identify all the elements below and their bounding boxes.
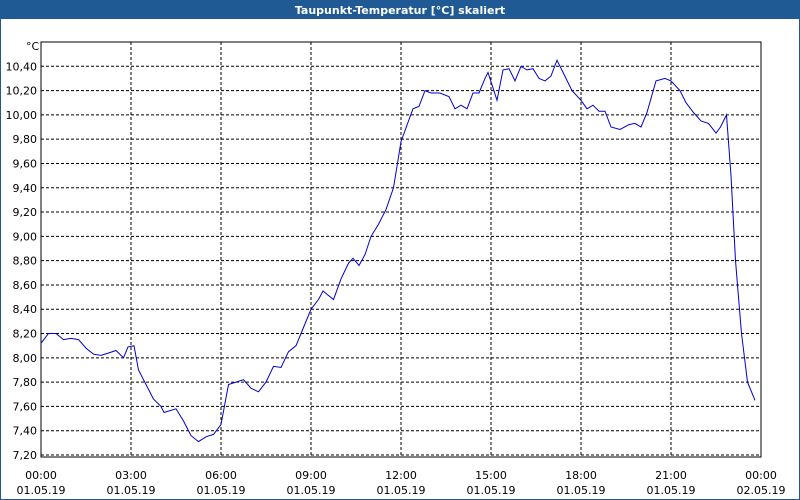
x-tick-date: 01.05.19 [647,484,696,497]
y-tick-label: 8,80 [13,255,38,268]
x-tick-label: 03:00 [115,469,147,482]
y-tick-label: 10,40 [6,60,38,73]
data-line [40,58,756,443]
y-tick-label: 9,40 [13,182,38,195]
x-tick-label: 15:00 [475,469,507,482]
x-tick-date: 01.05.19 [287,484,336,497]
y-tick-label: 7,40 [13,425,38,438]
y-tick-label: 8,60 [13,279,38,292]
x-tick-date: 01.05.19 [377,484,426,497]
y-tick-label: 7,20 [13,449,38,462]
x-tick-label: 18:00 [565,469,597,482]
y-tick-label: 9,60 [13,157,38,170]
y-tick-label: 8,40 [13,303,38,316]
x-tick-label: 12:00 [385,469,417,482]
y-axis-label: °C [26,40,40,53]
x-tick-date: 02.05.19 [737,484,786,497]
chart-title: Taupunkt-Temperatur [°C] skaliert [295,4,505,17]
x-tick-label: 21:00 [655,469,687,482]
y-tick-label: 7,60 [13,400,38,413]
y-tick-label: 7,80 [13,376,38,389]
y-tick-label: 8,20 [13,328,38,341]
x-tick-date: 01.05.19 [467,484,516,497]
y-tick-label: 10,00 [6,109,38,122]
x-tick-label: 00:00 [25,469,57,482]
x-tick-date: 01.05.19 [557,484,606,497]
x-tick-date: 01.05.19 [107,484,156,497]
x-tick-label: 00:00 [745,469,777,482]
y-tick-label: 9,20 [13,206,38,219]
title-bar [0,0,800,19]
x-tick-label: 09:00 [295,469,327,482]
x-tick-date: 01.05.19 [17,484,66,497]
y-tick-label: 8,00 [13,352,38,365]
x-tick-date: 01.05.19 [197,484,246,497]
y-tick-label: 10,20 [6,85,38,98]
x-tick-label: 06:00 [205,469,237,482]
y-tick-label: 9,00 [13,230,38,243]
y-tick-label: 9,80 [13,133,38,146]
